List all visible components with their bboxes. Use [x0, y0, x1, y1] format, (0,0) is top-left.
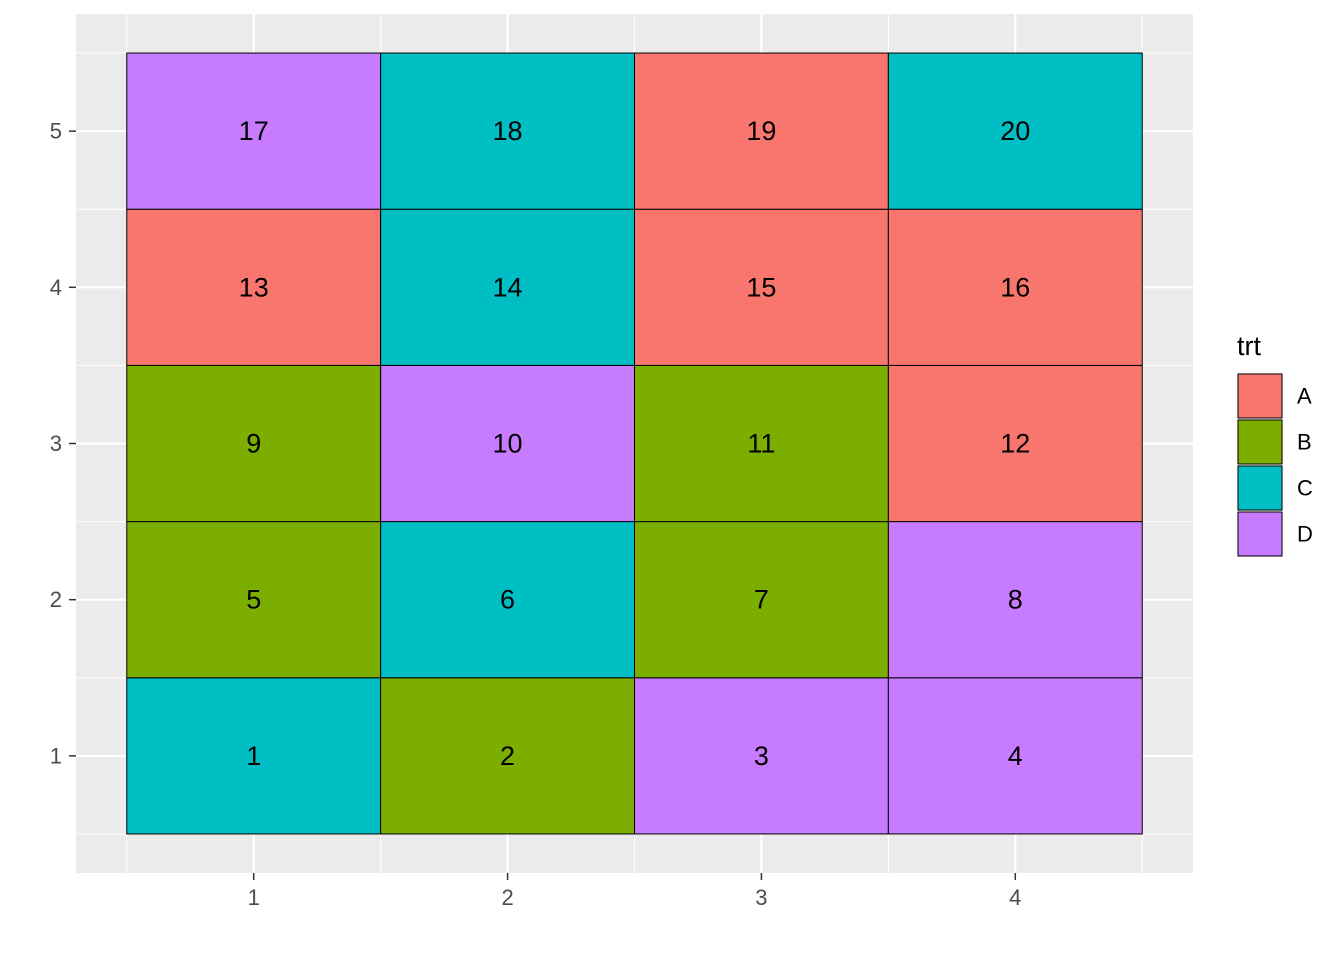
- tile-label-13: 13: [239, 272, 269, 302]
- tile-label-9: 9: [246, 429, 261, 459]
- tile-4: [887, 677, 1143, 835]
- y-tick-label: 1: [50, 743, 62, 768]
- tile-label-11: 11: [747, 429, 775, 459]
- tile-label-6: 6: [500, 585, 515, 615]
- tile-label-15: 15: [746, 272, 776, 302]
- legend-key-D: [1237, 511, 1283, 557]
- tile-8: [887, 521, 1143, 679]
- tiles-layer: [126, 52, 1143, 835]
- tile-5: [126, 521, 382, 679]
- tile-7: [634, 521, 889, 679]
- tile-label-4: 4: [1008, 741, 1023, 771]
- legend-key-B: [1237, 419, 1283, 465]
- tile-label-14: 14: [493, 272, 523, 302]
- y-tick-label: 5: [50, 119, 62, 144]
- tile-9: [126, 364, 382, 523]
- tile-20: [887, 52, 1143, 210]
- tile-15: [634, 208, 889, 366]
- tile-label-10: 10: [493, 429, 523, 459]
- tile-14: [380, 208, 635, 366]
- tile-label-5: 5: [246, 585, 261, 615]
- tile-label-20: 20: [1000, 116, 1030, 146]
- tile-label-8: 8: [1008, 585, 1023, 615]
- tile-1: [126, 677, 382, 835]
- y-axis: 1 2 3 4 5: [50, 119, 76, 768]
- legend-label-A: A: [1297, 384, 1312, 409]
- legend-label-B: B: [1297, 430, 1312, 455]
- x-tick-label: 2: [501, 885, 513, 910]
- tile-19: [634, 52, 889, 210]
- y-tick-label: 4: [50, 275, 62, 300]
- tile-17: [126, 52, 382, 210]
- legend-title: trt: [1237, 331, 1261, 361]
- tile-label-19: 19: [746, 116, 776, 146]
- legend-label-D: D: [1297, 522, 1313, 547]
- y-tick-label: 2: [50, 587, 62, 612]
- tile-6: [380, 521, 635, 679]
- tile-label-12: 12: [1000, 429, 1030, 459]
- x-tick-label: 3: [755, 885, 767, 910]
- tile-13: [126, 208, 382, 366]
- legend-key-A: [1237, 373, 1283, 419]
- tile-label-2: 2: [500, 741, 515, 771]
- legend-label-C: C: [1297, 476, 1313, 501]
- tile-label-16: 16: [1000, 272, 1030, 302]
- tile-10: [380, 364, 635, 523]
- legend-key-C: [1237, 465, 1283, 511]
- tile-2: [380, 677, 635, 835]
- y-tick-label: 3: [50, 431, 62, 456]
- tile-label-1: 1: [246, 741, 261, 771]
- tile-18: [380, 52, 635, 210]
- tile-label-3: 3: [754, 741, 769, 771]
- x-tick-label: 1: [248, 885, 260, 910]
- tile-16: [887, 208, 1143, 366]
- x-axis: 1 2 3 4: [248, 873, 1021, 910]
- tile-label-17: 17: [239, 116, 269, 146]
- x-tick-label: 4: [1009, 885, 1021, 910]
- tile-3: [634, 677, 889, 835]
- tile-label-18: 18: [493, 116, 523, 146]
- tile-label-7: 7: [754, 585, 769, 615]
